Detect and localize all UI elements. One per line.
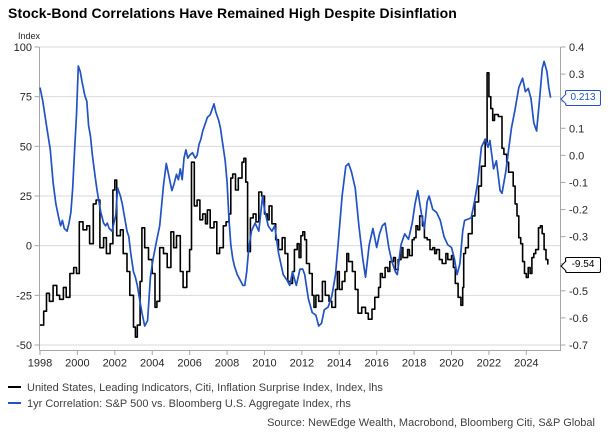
x-axis-tick-label: 2002 [103, 358, 127, 370]
right-axis-tick-label: -0.7 [569, 340, 588, 352]
x-axis-tick-label: 2014 [327, 358, 351, 370]
left-axis-tick-label: -25 [16, 290, 32, 302]
right-axis-tick-label: 0.3 [569, 69, 584, 81]
right-axis-tick-label: 0.4 [569, 42, 584, 54]
x-axis-tick-label: 2020 [439, 358, 463, 370]
legend-line-swatch-blue [8, 402, 21, 404]
correlation-last-value: 0.213 [570, 92, 596, 103]
left-axis-tick-label: 25 [20, 191, 32, 203]
inflation-last-value-callout: -9.54 [560, 257, 601, 273]
right-axis-tick-label: -0.5 [569, 286, 588, 298]
left-axis-unit-label: Index [18, 31, 41, 41]
right-axis-tick-label: 0.0 [569, 150, 584, 162]
correlation-last-value-callout: 0.213 [560, 90, 601, 106]
x-axis-tick-label: 2016 [364, 358, 388, 370]
inflation-last-value: -9.54 [571, 259, 595, 270]
left-axis-tick-label: 100 [14, 42, 32, 54]
right-axis-tick-label: -0.6 [569, 313, 588, 325]
x-axis-tick-label: 2012 [290, 358, 314, 370]
legend-label-inflation: United States, Leading Indicators, Citi,… [27, 382, 383, 394]
x-axis-tick-label: 2010 [252, 358, 276, 370]
legend-line-swatch-black [8, 386, 21, 388]
legend: United States, Leading Indicators, Citi,… [0, 380, 611, 412]
left-axis-tick-label: 0 [26, 241, 32, 253]
series-correlation [39, 60, 552, 327]
left-axis-tick-label: 50 [20, 141, 32, 153]
chart-title: Stock-Bond Correlations Have Remained Hi… [8, 5, 457, 21]
x-axis-tick-label: 2024 [514, 358, 538, 370]
legend-label-correlation: 1yr Correlation: S&P 500 vs. Bloomberg U… [27, 398, 351, 410]
x-axis-tick-label: 2022 [477, 358, 501, 370]
x-axis-tick-label: 2008 [215, 358, 239, 370]
left-axis-tick-label: 75 [20, 92, 32, 104]
legend-item-correlation: 1yr Correlation: S&P 500 vs. Bloomberg U… [0, 396, 611, 412]
x-axis-tick-label: 2000 [65, 358, 89, 370]
x-axis-tick-label: 1998 [28, 358, 52, 370]
series-inflation-surprise [40, 72, 549, 338]
x-axis-tick-label: 2018 [402, 358, 426, 370]
left-axis-tick-label: -50 [16, 340, 32, 352]
right-axis-tick-label: -0.3 [569, 232, 588, 244]
x-axis-tick-label: 2006 [177, 358, 201, 370]
legend-item-inflation: United States, Leading Indicators, Citi,… [0, 380, 611, 396]
right-axis-tick-label: -0.1 [569, 177, 588, 189]
right-axis-tick-label: -0.2 [569, 205, 588, 217]
right-axis-tick-label: 0.1 [569, 123, 584, 135]
x-axis-tick-label: 2004 [140, 358, 164, 370]
source-note: Source: NewEdge Wealth, Macrobond, Bloom… [267, 417, 595, 429]
